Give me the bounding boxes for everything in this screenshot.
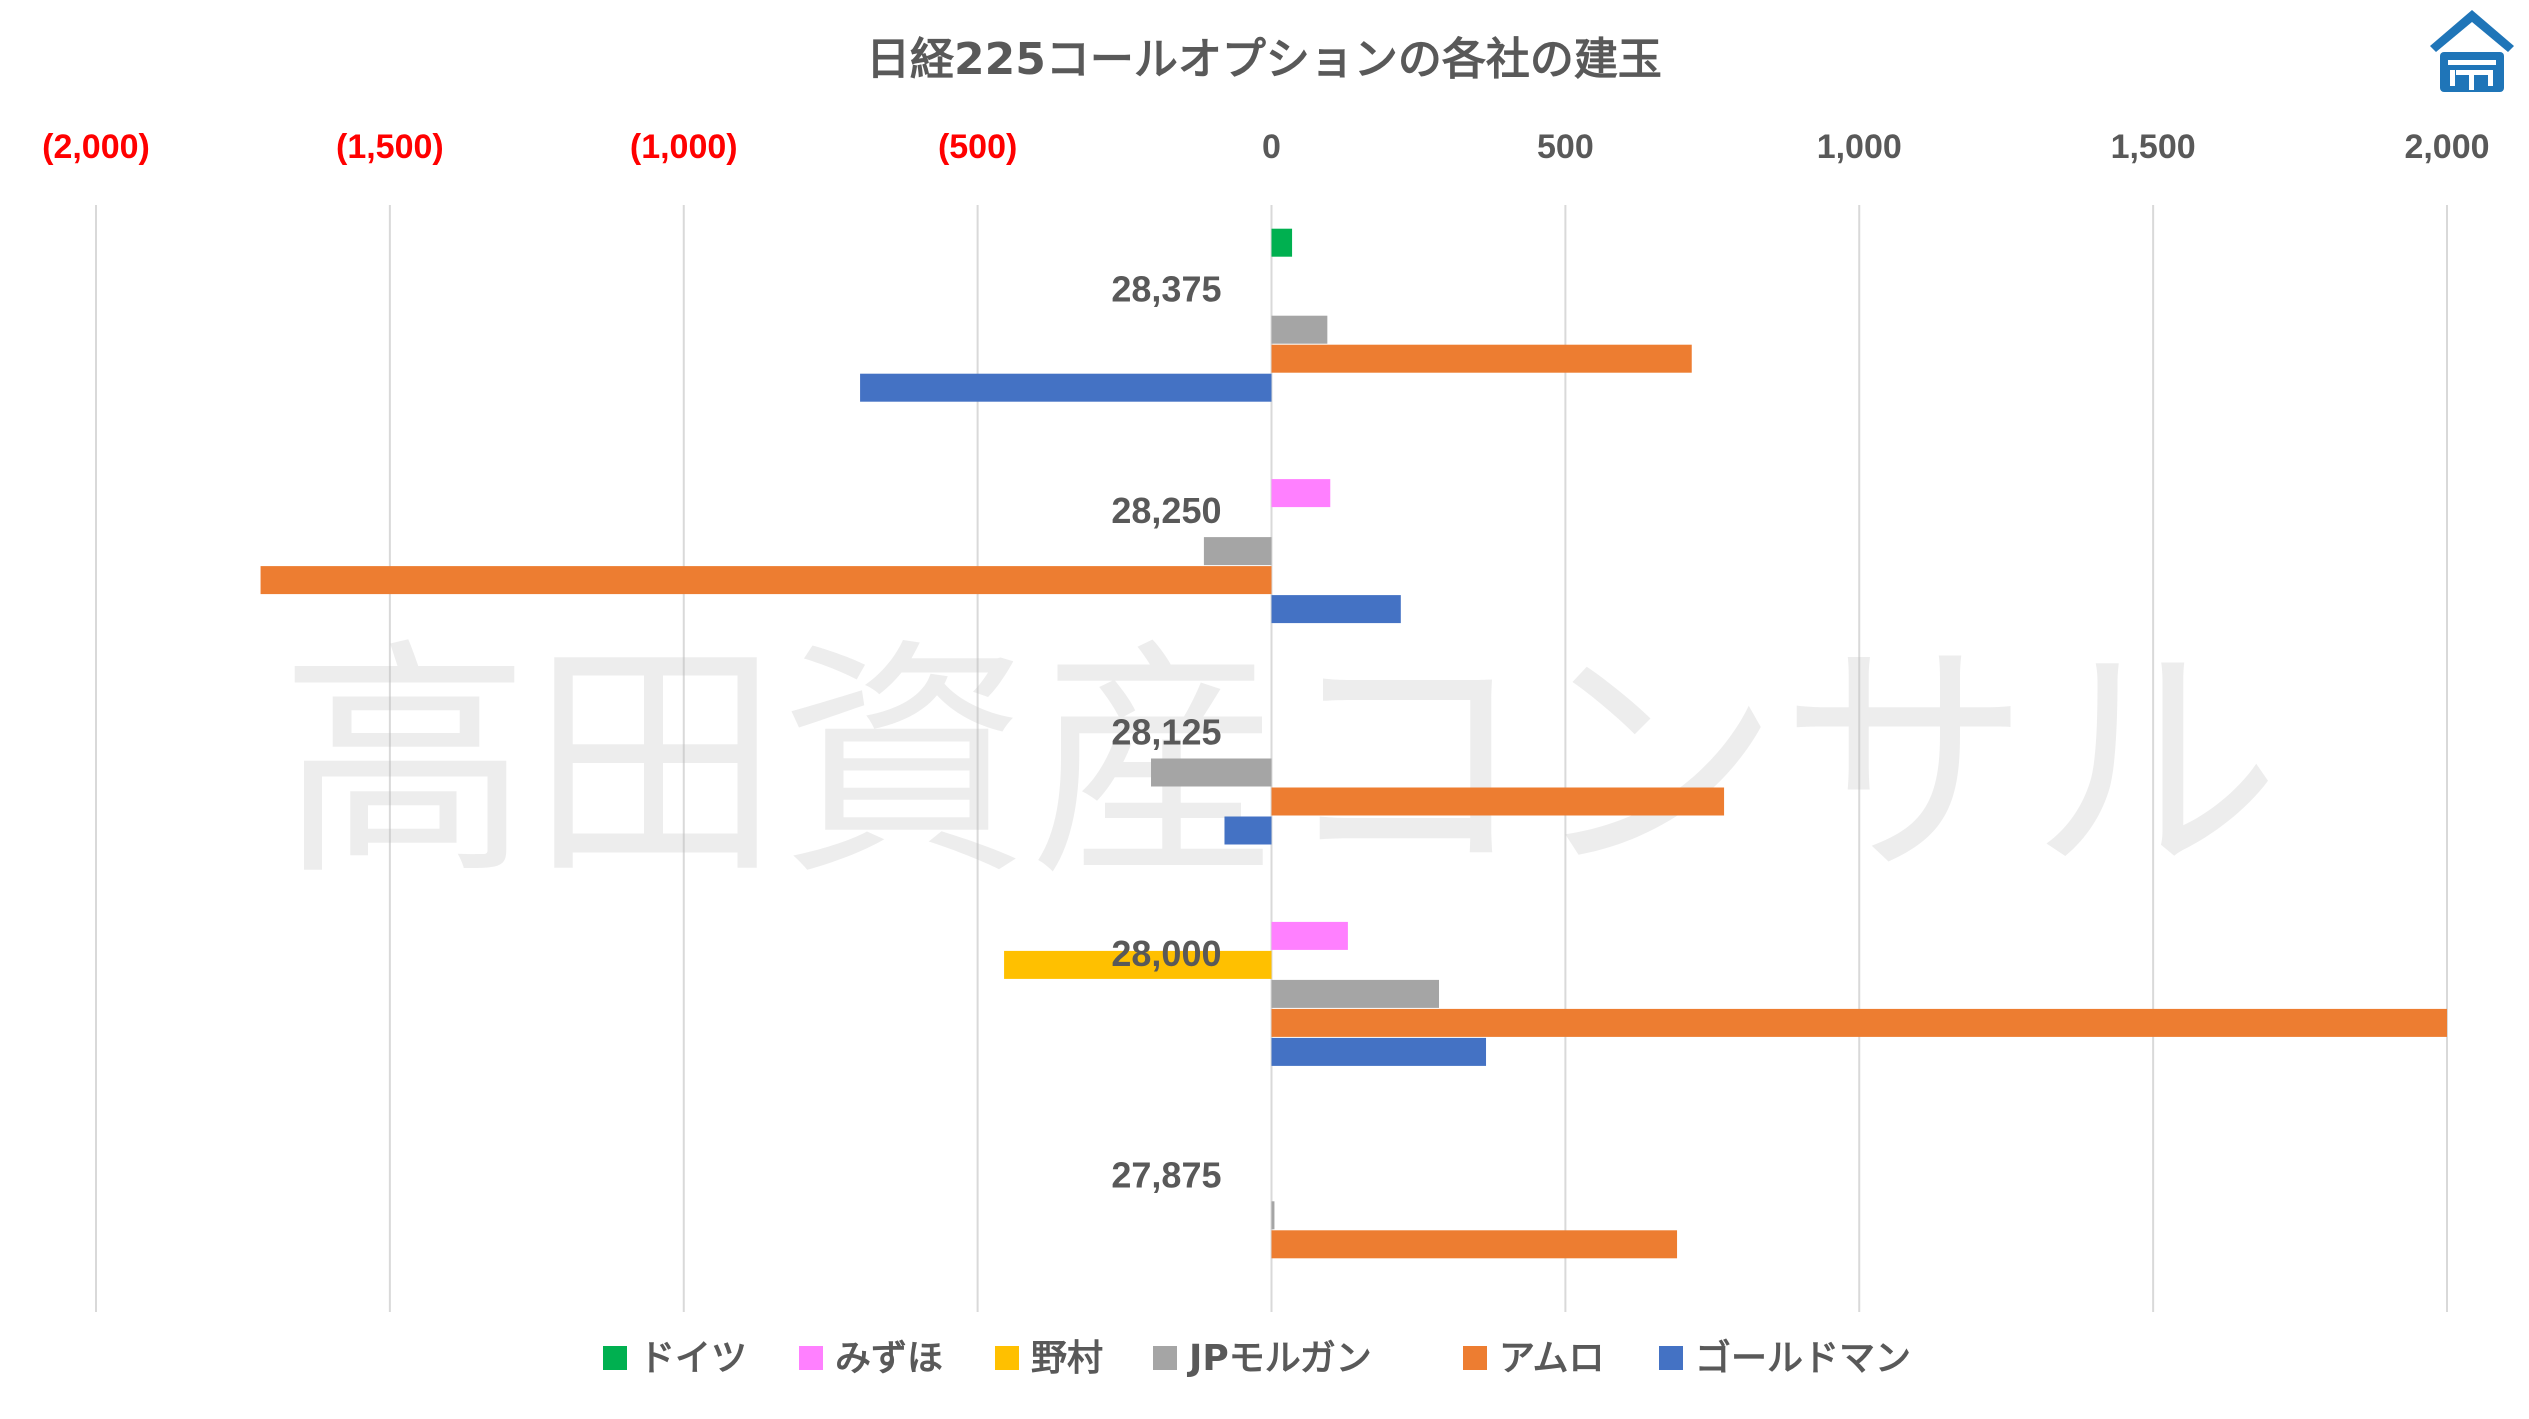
bar-5-4 <box>1271 1008 2447 1037</box>
legend-swatch <box>1659 1346 1683 1370</box>
bar-3-4 <box>1004 950 1272 979</box>
x-tick-label: (500) <box>938 128 1017 166</box>
legend-swatch <box>1463 1346 1487 1370</box>
category-label: 27,875 <box>1111 1154 1221 1195</box>
x-tick-label: 1,000 <box>1817 128 1902 166</box>
legend: ドイツ みずほ 野村 JPモルガン アムロ ゴールドマン <box>603 1337 1911 1379</box>
x-axis-ticks: (2,000) (1,500) (1,000) (500) 0 500 1,000 1,500… <box>42 128 2489 166</box>
bar-6-4 <box>1271 1037 1487 1066</box>
bar-2-2 <box>1271 479 1331 508</box>
bar-4-1 <box>1271 315 1328 344</box>
category-label: 28,125 <box>1111 712 1221 753</box>
x-tick-label: (2,000) <box>42 128 150 166</box>
bar-5-2 <box>260 566 1272 595</box>
bar-6-3 <box>1224 816 1272 845</box>
x-tick-label: (1,500) <box>336 128 444 166</box>
category-label: 28,375 <box>1111 269 1221 310</box>
bar-4-2 <box>1203 537 1272 566</box>
x-tick-label: 500 <box>1537 128 1594 166</box>
x-tick-label: 0 <box>1262 128 1281 166</box>
takada-logo-icon <box>2430 10 2514 92</box>
bar-4-3 <box>1151 758 1272 787</box>
x-tick-label: 1,500 <box>2111 128 2196 166</box>
bar-5-5 <box>1271 1230 1678 1259</box>
bar-1-1 <box>1271 228 1293 257</box>
bar-6-2 <box>1271 595 1401 624</box>
bar-4-4 <box>1271 979 1440 1008</box>
legend-label: ドイツ <box>639 1338 747 1379</box>
legend-swatch <box>995 1346 1019 1370</box>
watermark-text: 高田資産コンサル <box>280 618 2280 909</box>
legend-swatch <box>799 1346 823 1370</box>
legend-swatch <box>603 1346 627 1370</box>
x-tick-label: 2,000 <box>2404 128 2489 166</box>
category-label: 28,000 <box>1111 933 1221 974</box>
legend-label: みずほ <box>835 1338 943 1379</box>
category-labels: 28,375 28,250 28,125 28,000 27,875 <box>1111 269 1221 1196</box>
bar-6-1 <box>860 373 1272 402</box>
category-label: 28,250 <box>1111 490 1221 531</box>
legend-label: JPモルガン <box>1186 1338 1372 1379</box>
chart-title: 日経225コールオプションの各社の建玉 <box>866 34 1662 85</box>
legend-label: 野村 <box>1031 1338 1103 1379</box>
bar-5-3 <box>1271 787 1725 816</box>
bars <box>260 228 2447 1259</box>
legend-label: ゴールドマン <box>1695 1337 1911 1379</box>
legend-label: アムロ <box>1499 1338 1604 1379</box>
x-tick-label: (1,000) <box>630 128 738 166</box>
bar-5-1 <box>1271 344 1692 373</box>
bar-2-4 <box>1271 921 1348 950</box>
bar-4-5 <box>1271 1201 1275 1230</box>
legend-swatch <box>1153 1346 1177 1370</box>
